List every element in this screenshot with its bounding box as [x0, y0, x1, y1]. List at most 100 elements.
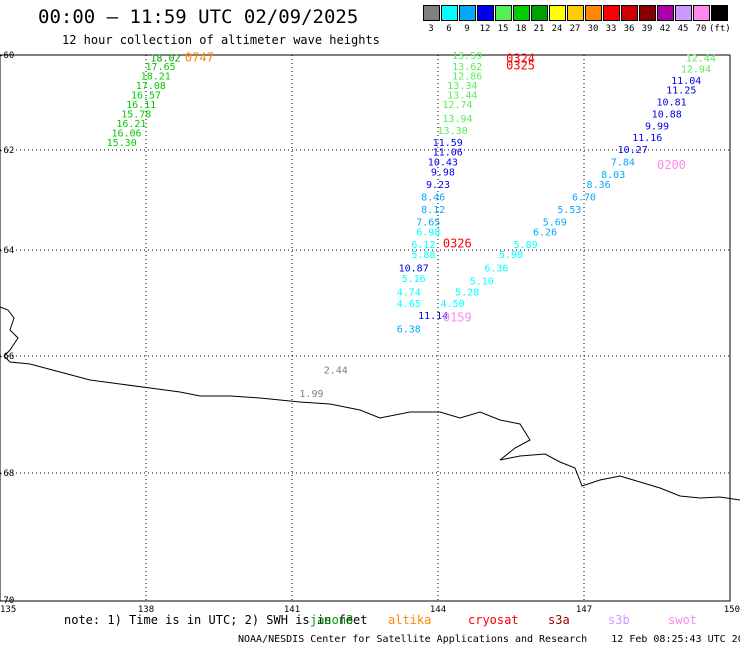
wave-height-label: 5.98	[499, 250, 523, 261]
scale-label: 6	[446, 24, 452, 34]
wave-height-label: 6.70	[572, 193, 596, 204]
scale-swatch	[693, 5, 710, 21]
scale-label: 70	[695, 24, 707, 34]
wave-height-label: 4.50	[441, 299, 465, 310]
wave-height-label: 7.84	[611, 158, 635, 169]
wave-height-label: 15.30	[107, 138, 137, 149]
scale-swatch	[621, 5, 638, 21]
wave-height-label: 13.59	[452, 51, 482, 62]
antarctic-coastline	[0, 306, 740, 501]
scale-label: 27	[569, 24, 581, 34]
lon-tick-label: 135	[0, 605, 16, 615]
wave-height-label: 11.06	[433, 148, 463, 159]
map-title: 00:00 — 11:59 UTC 02/09/2025	[38, 6, 359, 28]
wave-height-label: 10.27	[618, 145, 648, 156]
wave-height-label: 5.88	[411, 250, 435, 261]
wave-height-label: 5.16	[402, 274, 426, 285]
lat-tick-label: -66	[0, 352, 14, 362]
wave-height-label: 5.69	[543, 218, 567, 229]
wave-height-label: 4.65	[397, 299, 421, 310]
wave-height-label: 6.12	[411, 240, 435, 251]
lon-tick-label: 150	[724, 605, 740, 615]
wave-height-label: 16.21	[116, 119, 146, 130]
scale-swatch	[477, 5, 494, 21]
wave-height-tracks: 18.0217.6518.2117.0816.5716.1115.7816.21…	[107, 51, 716, 400]
scale-label: 36	[623, 24, 635, 34]
wave-height-label: 11.04	[671, 76, 701, 87]
scale-label: 24	[551, 24, 563, 34]
scale-swatch	[531, 5, 548, 21]
map-frame	[0, 54, 731, 602]
wave-height-label: 7.65	[416, 218, 440, 229]
scale-swatch	[603, 5, 620, 21]
scale-label: 39	[641, 24, 653, 34]
lat-tick-label: -70	[0, 596, 14, 606]
graticule	[0, 55, 730, 600]
wave-height-label: 5.28	[455, 287, 479, 298]
pass-time-label: 0324	[506, 51, 535, 65]
track-east: 12.4412.9411.0411.2510.8110.889.9911.161…	[441, 53, 716, 310]
wave-height-label: 13.62	[452, 62, 482, 73]
lat-tick-label: -60	[0, 51, 14, 61]
wave-height-label: 16.11	[126, 100, 156, 111]
lat-tick-label: -68	[0, 469, 14, 479]
pass-time-label: 0747	[185, 50, 214, 64]
wave-height-label: 9.99	[645, 121, 669, 132]
wave-height-label: 9.23	[426, 180, 450, 191]
wave-height-label: 16.57	[131, 90, 161, 101]
map-subtitle: 12 hour collection of altimeter wave hei…	[62, 33, 380, 47]
wave-height-label: 13.34	[447, 81, 477, 92]
lon-tick-label: 141	[284, 605, 300, 615]
wave-height-label: 11.25	[666, 86, 696, 97]
scale-label: 30	[587, 24, 599, 34]
scale-swatch	[567, 5, 584, 21]
wave-height-label: 8.36	[587, 180, 611, 191]
track-coast-grey: 2.44 1.99	[299, 365, 347, 399]
scale-label: 12	[479, 24, 491, 34]
scale-swatch	[459, 5, 476, 21]
scale-label: 18	[515, 24, 527, 34]
scale-swatch	[549, 5, 566, 21]
wave-height-label: 8.12	[421, 205, 445, 216]
lon-tick-label: 147	[576, 605, 592, 615]
wave-height-label: 18.21	[141, 71, 171, 82]
pass-time-label: 0159	[443, 310, 472, 324]
axis-tick-labels: 135 138 141 144 147 150 -60 -62 -64 -66 -68 -70	[0, 51, 740, 615]
wave-height-label: 1.99	[299, 389, 323, 400]
wave-height-label: 15.78	[121, 109, 151, 120]
scale-swatch	[513, 5, 530, 21]
wave-height-label: 12.74	[442, 100, 472, 111]
wave-height-label: 13.30	[438, 126, 468, 137]
credit-line: NOAA/NESDIS Center for Satellite Applica…	[238, 634, 740, 645]
wave-height-label: 5.10	[470, 277, 494, 288]
scale-label: 9	[464, 24, 470, 34]
scale-label: 21	[533, 24, 545, 34]
lat-tick-label: -62	[0, 146, 14, 156]
pass-time-label: 0326	[443, 237, 472, 251]
wave-height-label: 8.46	[421, 193, 445, 204]
scale-label: 33	[605, 24, 617, 34]
footer-note: note: 1) Time is in UTC; 2) SWH is in fe…	[64, 613, 368, 627]
legend-s3a: s3a	[548, 613, 570, 627]
wave-height-label: 10.81	[657, 98, 687, 109]
wave-height-label: 4.74	[397, 287, 421, 298]
lat-tick-label: -64	[0, 246, 14, 256]
wave-height-label: 8.03	[601, 170, 625, 181]
wave-height-label: 11.16	[632, 133, 662, 144]
wave-height-label: 12.86	[452, 71, 482, 82]
scale-swatch	[585, 5, 602, 21]
scale-label: 15	[497, 24, 509, 34]
wave-height-label: 10.87	[399, 263, 429, 274]
lon-tick-label: 144	[430, 605, 446, 615]
pass-time-label: 0200	[657, 158, 686, 172]
scale-swatch	[441, 5, 458, 21]
pass-time-label: 0325	[506, 59, 535, 73]
legend-s3b: s3b	[608, 613, 630, 627]
scale-swatch	[711, 5, 728, 21]
scale-label: 42	[659, 24, 671, 34]
scale-label: 3	[428, 24, 434, 34]
pass-time-labels: 0747032403250201020003260159	[185, 50, 686, 324]
wave-height-label: 18.02	[150, 53, 180, 64]
